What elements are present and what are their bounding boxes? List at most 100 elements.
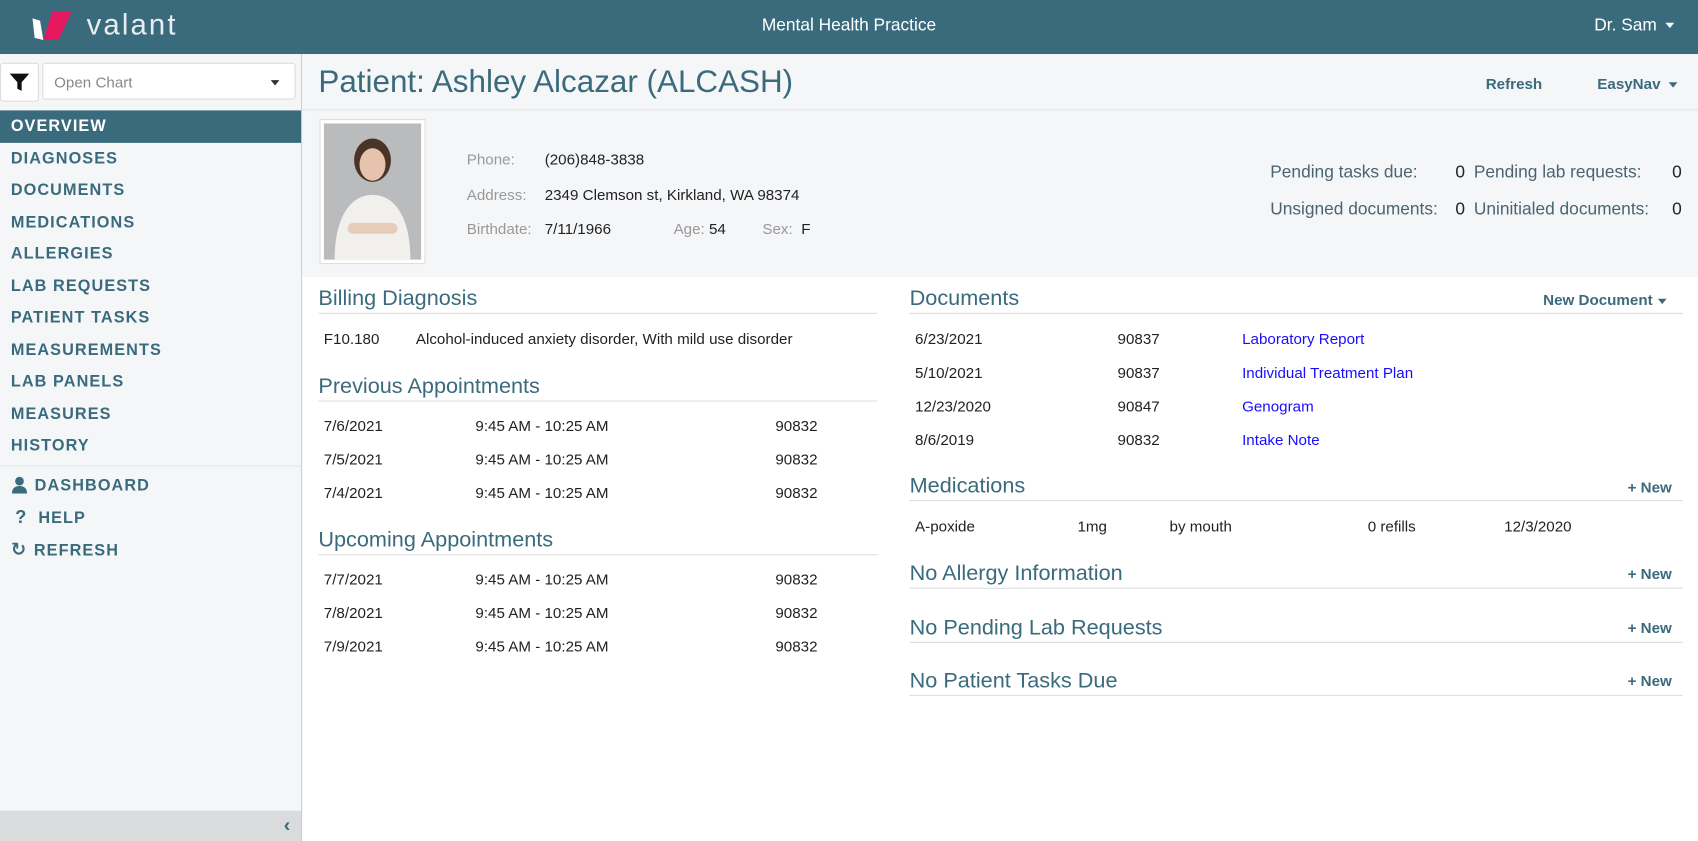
collapse-sidebar-button[interactable]: ‹ [0,810,302,841]
caret-down-icon [1658,298,1667,304]
medication-refills: 0 refills [1367,517,1416,535]
document-link[interactable]: Genogram [1242,397,1314,415]
filter-icon [9,73,30,91]
phone-value: (206)848-3838 [544,150,645,168]
address-label: Address: [466,186,527,204]
address-value: 2349 Clemson st, Kirkland, WA 98374 [544,186,800,204]
sidebar-item-dashboard[interactable]: DASHBOARD [0,469,301,501]
appointment-date: 7/9/2021 [323,637,383,655]
diagnosis-code: F10.180 [323,330,380,348]
age-label: Age: [673,219,705,238]
new-document-button[interactable]: New Document [1543,291,1667,308]
appointment-date: 7/8/2021 [323,603,383,622]
pending-lab-label: Pending lab requests: [1473,163,1642,182]
sidebar-item-history[interactable]: HISTORY [10,436,90,455]
sex-label: Sex: [762,219,793,238]
document-date: 8/6/2019 [915,430,975,449]
top-bar: valant Mental Health Practice Dr. Sam [0,0,1698,55]
open-chart-placeholder: Open Chart [54,73,133,91]
sidebar-item-allergies[interactable]: ALLERGIES [10,244,114,264]
sidebar-item-label: HELP [38,508,86,528]
previous-appointments-title: Previous Appointments [318,375,878,402]
appointment-date: 7/5/2021 [323,450,383,468]
sex-value: F [801,219,811,238]
sidebar-item-diagnoses[interactable]: DIAGNOSES [10,148,119,168]
document-date: 12/23/2020 [915,397,991,415]
new-document-label: New Document [1543,291,1653,309]
document-link[interactable]: Individual Treatment Plan [1242,363,1414,382]
patient-photo [319,119,426,265]
easynav-menu[interactable]: EasyNav [1597,75,1678,92]
appointment-time: 9:45 AM - 10:25 AM [475,483,609,502]
document-row-link[interactable]: Individual Treatment Plan [1242,364,1413,381]
document-link[interactable]: Laboratory Report [1242,330,1365,348]
divider [0,464,302,466]
valant-logo[interactable]: valant [30,9,177,43]
pending-tasks-label: Pending tasks due: [1270,163,1418,182]
documents-title: Documents [909,287,1683,314]
user-menu[interactable]: Dr. Sam [1594,16,1675,35]
sidebar-item-label: DASHBOARD [34,475,150,495]
medication-route: by mouth [1169,517,1232,535]
medication-dose: 1mg [1077,517,1107,535]
document-code: 90832 [1117,430,1160,449]
page-header: Patient: Ashley Alcazar (ALCASH) Refresh… [302,54,1698,111]
appointment-time: 9:45 AM - 10:25 AM [475,570,609,588]
user-icon [11,476,28,494]
appointment-time: 9:45 AM - 10:25 AM [475,416,609,435]
filter-button[interactable] [0,62,39,102]
sidebar-item-overview[interactable]: OVERVIEW [0,110,302,143]
appointment-time: 9:45 AM - 10:25 AM [475,450,609,468]
document-row-link[interactable]: Genogram [1242,397,1314,414]
open-chart-select[interactable]: Open Chart [42,62,296,100]
logo-text: valant [86,8,178,42]
medication-date: 12/3/2020 [1504,517,1572,535]
phone-label: Phone: [466,150,515,168]
document-date: 6/23/2021 [915,330,983,348]
refresh-icon: ↻ [10,538,28,560]
document-row-link[interactable]: Intake Note [1242,431,1320,448]
patient-tasks-title: No Patient Tasks Due [909,669,1683,696]
appointment-code: 90832 [775,603,818,622]
allergy-title: No Allergy Information [909,562,1683,589]
appointment-date: 7/7/2021 [323,570,383,588]
document-link[interactable]: Intake Note [1242,430,1320,449]
appointment-date: 7/6/2021 [323,416,383,435]
new-allergy-button[interactable]: + New [1627,565,1672,583]
chevron-left-icon: ‹ [283,813,291,836]
document-code: 90847 [1117,397,1160,415]
user-name: Dr. Sam [1594,16,1657,35]
sidebar-item-lab-requests[interactable]: LAB REQUESTS [10,276,152,295]
document-date: 5/10/2021 [915,363,983,382]
sidebar-item-refresh[interactable]: ↻ REFRESH [0,533,301,565]
appointment-date: 7/4/2021 [323,483,383,502]
birthdate-value: 7/11/1966 [544,219,612,238]
billing-diagnosis-title: Billing Diagnosis [318,287,878,314]
sidebar-nav: OVERVIEW DIAGNOSES DOCUMENTS MEDICATIONS… [0,110,302,565]
new-lab-request-button[interactable]: + New [1627,619,1672,637]
pending-tasks-value: 0 [1455,163,1466,182]
caret-down-icon [270,80,280,86]
caret-down-icon [1665,23,1675,29]
sidebar-item-documents[interactable]: DOCUMENTS [10,180,126,200]
sidebar-item-help[interactable]: ? HELP [0,501,301,533]
sidebar-item-medications[interactable]: MEDICATIONS [10,212,136,232]
appointment-code: 90832 [775,570,818,588]
document-row-link[interactable]: Laboratory Report [1242,330,1364,347]
uninitialed-label: Uninitialed documents: [1473,200,1650,219]
sidebar-item-patient-tasks[interactable]: PATIENT TASKS [10,308,151,327]
unsigned-label: Unsigned documents: [1270,200,1438,219]
refresh-button[interactable]: Refresh [1485,74,1543,93]
new-medication-button[interactable]: + New [1627,478,1672,496]
sidebar-item-label: REFRESH [33,540,120,560]
sidebar-item-measures[interactable]: MEASURES [10,404,112,423]
medication-name: A-poxide [915,517,975,535]
appointment-code: 90832 [775,450,818,468]
sidebar-item-measurements[interactable]: MEASUREMENTS [10,340,162,359]
logo-mark-icon [32,11,72,40]
sidebar: Open Chart OVERVIEW DIAGNOSES DOCUMENTS … [0,54,303,841]
unsigned-value: 0 [1455,200,1466,219]
sidebar-item-lab-panels[interactable]: LAB PANELS [10,372,125,391]
new-task-button[interactable]: + New [1627,672,1672,690]
age-value: 54 [708,219,726,238]
